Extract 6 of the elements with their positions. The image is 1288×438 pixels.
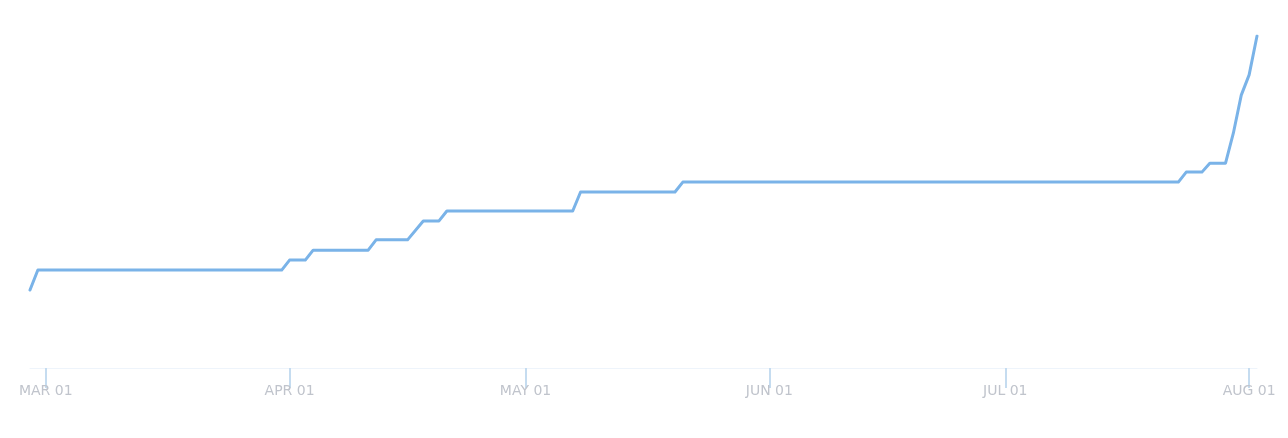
x-tick-label: MAY 01 <box>499 382 552 398</box>
x-tick-label: JUL 01 <box>982 382 1028 398</box>
x-tick-label: MAR 01 <box>18 382 73 398</box>
x-tick-label: JUN 01 <box>744 382 793 398</box>
x-tick-label: AUG 01 <box>1222 382 1276 398</box>
x-tick-label: APR 01 <box>264 382 315 398</box>
